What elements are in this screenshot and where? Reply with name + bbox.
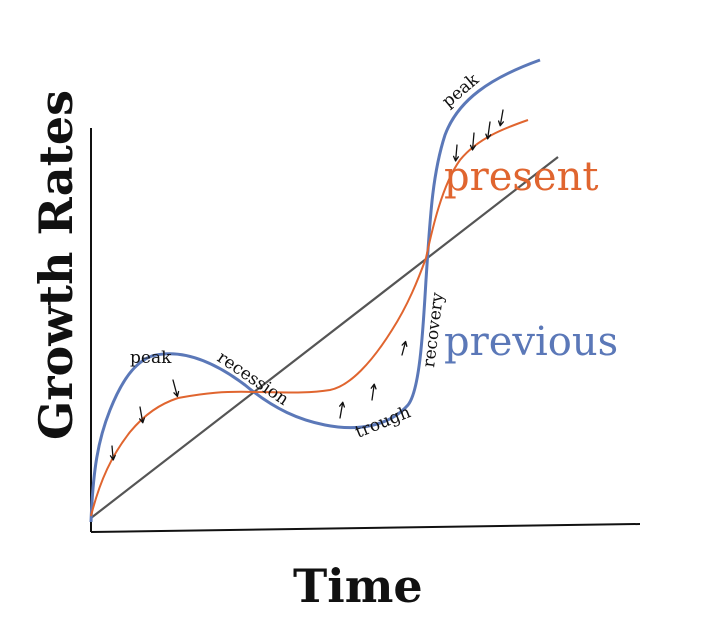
down-arrow — [469, 132, 476, 151]
previous-cycle-curve — [89, 58, 541, 523]
up-arrow — [339, 401, 346, 419]
x-axis-title: Time — [293, 559, 423, 613]
down-arrow — [172, 379, 180, 398]
right-peak-arrows — [452, 109, 504, 162]
left-peak-arrows — [109, 379, 180, 461]
down-arrow — [497, 109, 504, 127]
recovery-arrows — [339, 340, 408, 419]
y-axis-title: Growth Rates — [29, 90, 83, 440]
x-axis — [90, 523, 641, 533]
label-peak-left: peak — [130, 348, 172, 368]
label-peak-right: peak — [438, 69, 483, 111]
label-trough: trough — [352, 402, 413, 442]
up-arrow — [401, 340, 408, 356]
present-cycle-curve — [90, 119, 529, 517]
down-arrow — [139, 406, 146, 424]
down-arrow — [109, 445, 116, 461]
down-arrow — [485, 121, 492, 140]
trend-line — [90, 156, 559, 519]
series-label-previous: previous — [444, 319, 618, 365]
up-arrow — [370, 383, 377, 401]
label-recession: recession — [213, 348, 292, 410]
series-label-present: present — [444, 154, 598, 200]
down-arrow — [452, 144, 460, 162]
